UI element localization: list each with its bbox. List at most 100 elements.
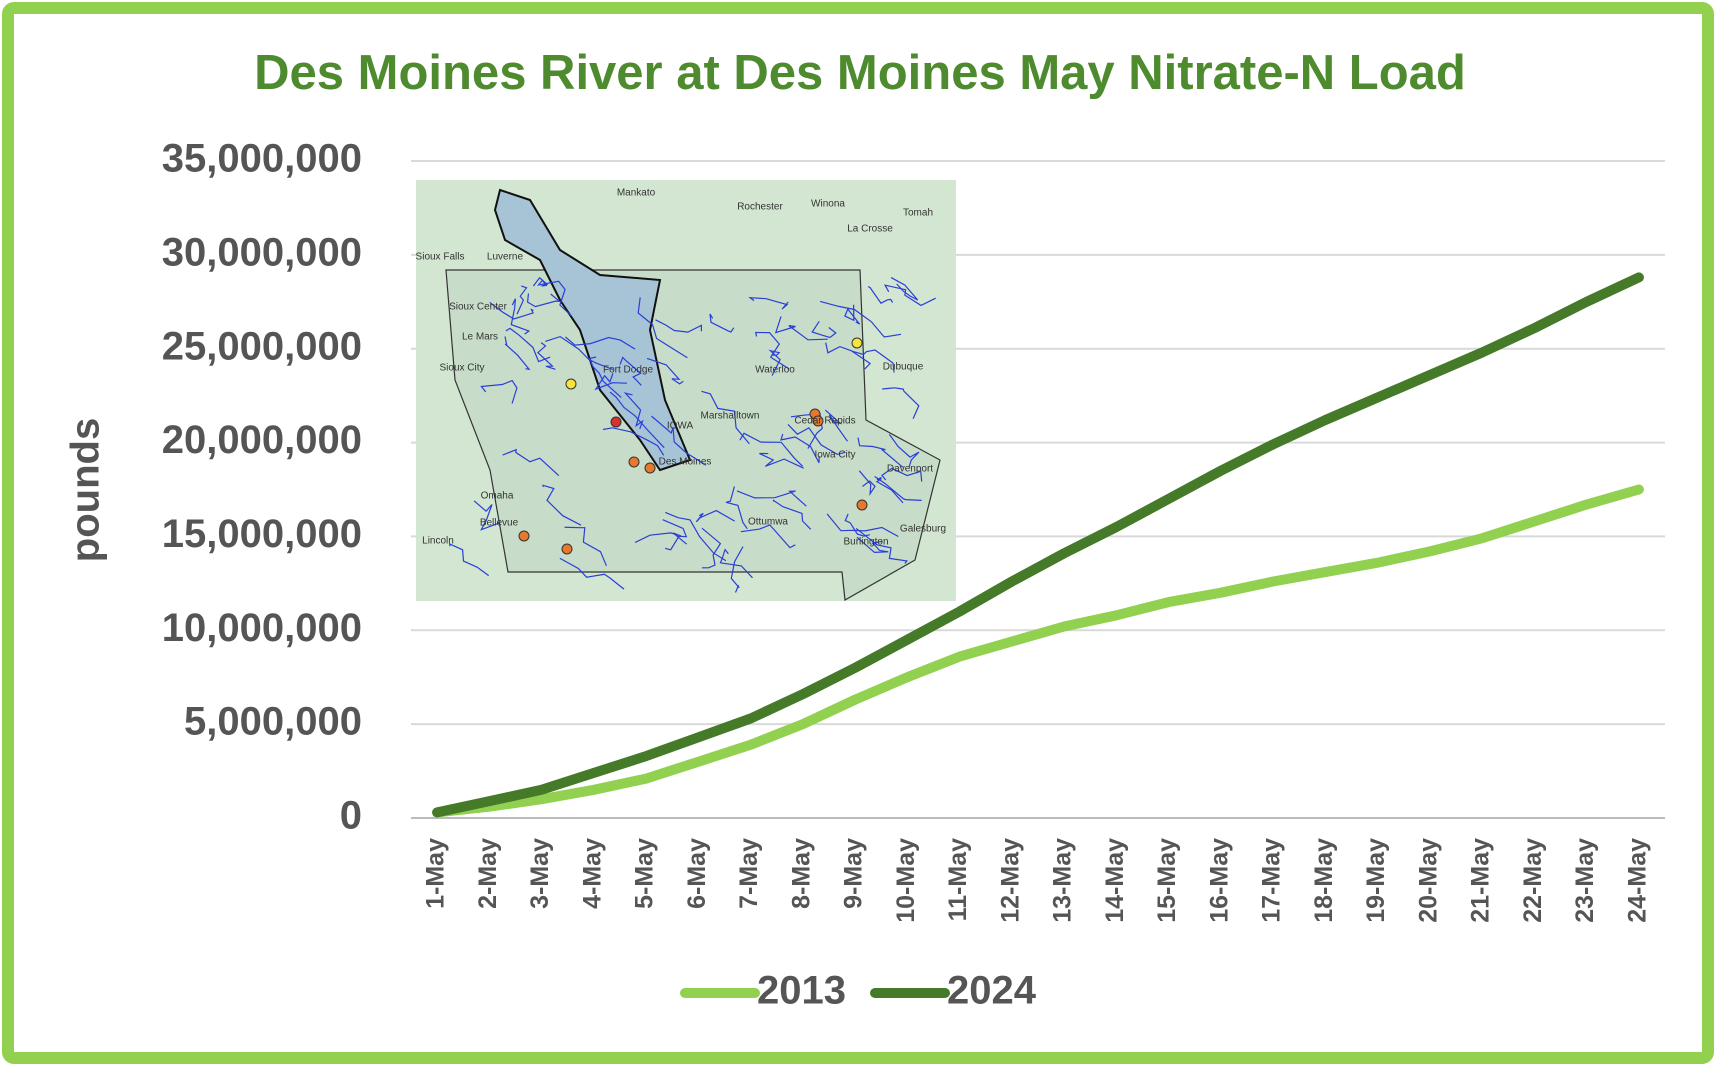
- site-marker: [644, 462, 656, 474]
- river: [844, 513, 870, 537]
- river: [811, 321, 837, 339]
- site-marker: [851, 337, 863, 349]
- river: [772, 499, 812, 530]
- river: [609, 391, 665, 449]
- map-label: Burlington: [843, 537, 888, 548]
- map-label: Rochester: [737, 202, 783, 213]
- river: [559, 557, 625, 590]
- river: [536, 279, 572, 317]
- river: [502, 448, 560, 477]
- map-label: La Crosse: [847, 224, 893, 235]
- river: [819, 300, 902, 338]
- river: [588, 356, 622, 398]
- map-label: Cedar Rapids: [794, 416, 855, 427]
- river: [545, 335, 614, 371]
- x-tick-label: 1-May: [422, 838, 450, 909]
- map-label: Iowa City: [814, 450, 855, 461]
- site-marker: [561, 543, 573, 555]
- y-tick-label: 0: [340, 794, 362, 838]
- map-label: Galesburg: [900, 524, 946, 535]
- y-axis-title: pounds: [64, 418, 108, 562]
- river: [739, 432, 804, 467]
- y-tick-label: 30,000,000: [162, 230, 362, 274]
- legend-label: 2013: [757, 969, 846, 1013]
- river: [542, 484, 582, 526]
- iowa-outline: [445, 269, 941, 601]
- river: [725, 486, 748, 530]
- river: [780, 433, 820, 464]
- river: [851, 349, 895, 373]
- map-label: Sioux Falls: [416, 252, 465, 263]
- x-tick-label: 5-May: [631, 838, 659, 909]
- river: [662, 519, 688, 551]
- river: [774, 316, 828, 341]
- river: [736, 490, 807, 507]
- river: [489, 301, 534, 320]
- site-marker: [518, 530, 530, 542]
- river: [510, 298, 531, 335]
- x-tick-label: 4-May: [578, 838, 606, 909]
- map-label: Luverne: [487, 252, 524, 263]
- river: [602, 427, 665, 456]
- site-marker: [610, 416, 622, 428]
- river: [759, 452, 804, 469]
- river: [655, 319, 702, 333]
- river: [855, 527, 909, 564]
- y-tick-label: 15,000,000: [162, 512, 362, 556]
- x-tick-label: 11-May: [944, 838, 972, 921]
- map-label: Sioux Center: [449, 302, 507, 313]
- map-label: Lincoln: [422, 536, 454, 547]
- watershed: [493, 188, 692, 472]
- river: [473, 500, 500, 531]
- x-tick-label: 14-May: [1101, 838, 1129, 923]
- river: [623, 392, 644, 430]
- series-line: [432, 484, 1644, 818]
- map-inset: Mankato Rochester Winona Tomah La Crosse Siou…: [416, 180, 956, 601]
- river: [448, 543, 490, 577]
- river: [888, 434, 920, 468]
- river: [890, 277, 919, 301]
- x-tick-label: 17-May: [1258, 838, 1286, 923]
- river: [619, 356, 642, 386]
- chart-title: Des Moines River at Des Moines May Nitra…: [254, 46, 1466, 100]
- map-label: Des Moines: [659, 457, 712, 468]
- river: [844, 304, 861, 325]
- map-label: Tomah: [903, 208, 933, 219]
- river: [883, 284, 936, 307]
- x-tick-label: 6-May: [683, 838, 711, 909]
- river: [881, 467, 923, 482]
- x-tick-label: 10-May: [892, 838, 920, 923]
- map-label: Bellevue: [480, 518, 519, 529]
- map-label: Marshalltown: [701, 411, 760, 422]
- river: [634, 532, 688, 545]
- river: [740, 524, 796, 549]
- river: [787, 423, 846, 456]
- river: [565, 336, 636, 350]
- river: [701, 390, 750, 445]
- map-label: Mankato: [617, 188, 656, 199]
- map-label: Davenport: [887, 464, 933, 475]
- site-marker: [565, 378, 577, 390]
- river: [748, 296, 789, 310]
- map-label: Omaha: [481, 491, 514, 502]
- river: [875, 476, 904, 504]
- river: [665, 511, 727, 562]
- y-tick-label: 25,000,000: [162, 324, 362, 368]
- river: [651, 415, 707, 466]
- legend-label: 2024: [947, 969, 1037, 1013]
- map-label: Fort Dodge: [603, 365, 653, 376]
- river: [825, 342, 872, 370]
- x-tick-label: 2-May: [474, 838, 502, 909]
- river: [867, 285, 894, 304]
- site-marker: [856, 499, 868, 511]
- x-tick-label: 18-May: [1310, 838, 1338, 923]
- river: [537, 342, 556, 370]
- river: [637, 297, 688, 359]
- river: [858, 470, 876, 496]
- x-tick-label: 20-May: [1414, 838, 1442, 923]
- river: [504, 336, 531, 371]
- river: [882, 387, 920, 420]
- x-tick-label: 7-May: [735, 838, 763, 909]
- river: [695, 509, 735, 523]
